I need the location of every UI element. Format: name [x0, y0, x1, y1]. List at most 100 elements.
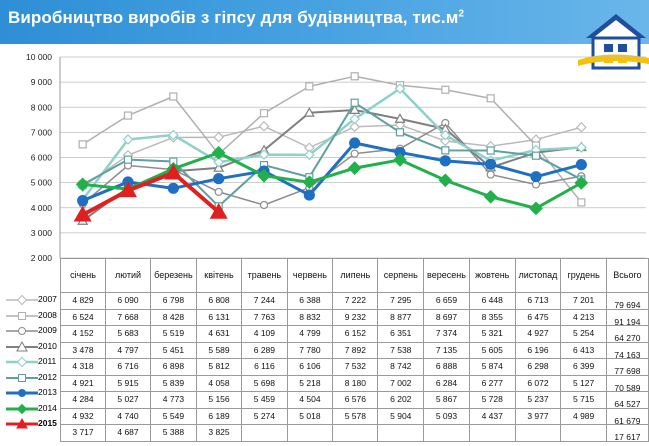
- table-cell: 5 451: [151, 342, 197, 359]
- table-cell: 5 218: [287, 375, 333, 392]
- legend-item: 2013: [0, 385, 60, 401]
- y-tick-label: 7 000: [31, 127, 53, 137]
- data-point: [577, 123, 586, 132]
- table-cell: 7 892: [333, 342, 378, 359]
- table-cell: 7 532: [333, 359, 378, 376]
- table-cell: 6 131: [196, 309, 241, 326]
- data-point: [531, 172, 541, 182]
- data-point: [261, 202, 268, 209]
- y-tick-label: 4 000: [31, 203, 53, 213]
- table-cell: 5 321: [469, 326, 515, 343]
- table-cell: 6 888: [424, 359, 470, 376]
- data-point: [215, 188, 222, 195]
- table-cell: 5 388: [151, 425, 197, 442]
- legend-item: 2010: [0, 339, 60, 355]
- table-cell: 6 072: [515, 375, 561, 392]
- legend-label: 2014: [38, 403, 57, 413]
- data-point: [575, 177, 587, 189]
- table-cell: [378, 425, 424, 442]
- table-cell: 7 201: [561, 293, 606, 310]
- y-tick-label: 8 000: [31, 102, 53, 112]
- data-point: [530, 202, 542, 214]
- table-cell: 9 232: [333, 309, 378, 326]
- data-point: [350, 138, 360, 148]
- data-point: [78, 196, 88, 206]
- table-cell: 5 589: [196, 342, 241, 359]
- table-cell: 8 428: [151, 309, 197, 326]
- table-cell: 5 578: [333, 408, 378, 425]
- table-cell: [287, 425, 333, 442]
- table-cell: 6 196: [515, 342, 561, 359]
- table-cell: 6 116: [242, 359, 288, 376]
- series-lines: [75, 73, 588, 224]
- legend-label: 2007: [38, 294, 57, 304]
- total-cell: 61 679: [606, 413, 648, 430]
- table-cell: [469, 425, 515, 442]
- table-cell: [333, 425, 378, 442]
- table-cell: [424, 425, 470, 442]
- table-cell: 4 504: [287, 392, 333, 409]
- table-cell: 3 977: [515, 408, 561, 425]
- category-label: травень: [242, 259, 288, 293]
- table-cell: 6 388: [287, 293, 333, 310]
- series-line: [83, 110, 582, 221]
- table-cell: 5 874: [469, 359, 515, 376]
- table-cell: 5 683: [106, 326, 151, 343]
- category-label: червень: [287, 259, 333, 293]
- category-label: липень: [333, 259, 378, 293]
- y-tick-label: 3 000: [31, 228, 53, 238]
- data-point: [77, 178, 89, 190]
- table-cell: 6 659: [424, 293, 470, 310]
- legend-item: 2007: [0, 292, 60, 308]
- data-point: [125, 156, 132, 163]
- data-point: [260, 122, 269, 131]
- table-cell: 3 825: [196, 425, 241, 442]
- total-cell: 64 270: [606, 331, 648, 348]
- data-point: [304, 190, 314, 200]
- data-point: [578, 199, 585, 206]
- series-2013: [78, 138, 587, 206]
- table-cell: 6 298: [515, 359, 561, 376]
- data-point: [261, 110, 268, 117]
- table-cell: 6 284: [424, 375, 470, 392]
- data-point: [442, 86, 449, 93]
- data-point: [349, 162, 361, 174]
- table-cell: 4 687: [106, 425, 151, 442]
- table-cell: 7 222: [333, 293, 378, 310]
- total-cell: 74 163: [606, 347, 648, 364]
- legend-label: 2011: [38, 356, 56, 366]
- table-cell: 7 244: [242, 293, 288, 310]
- table-cell: 4 109: [242, 326, 288, 343]
- table-cell: 5 715: [561, 392, 606, 409]
- table-cell: 8 355: [469, 309, 515, 326]
- table-cell: 7 295: [378, 293, 424, 310]
- legend-key: [4, 417, 40, 431]
- table-cell: 5 127: [561, 375, 606, 392]
- data-point: [487, 171, 494, 178]
- legend-label: 2009: [38, 325, 57, 335]
- data-point: [486, 159, 496, 169]
- table-cell: 5 728: [469, 392, 515, 409]
- data-point: [214, 133, 223, 142]
- table-cell: 4 773: [151, 392, 197, 409]
- total-cell: 91 194: [606, 314, 648, 331]
- table-cell: 4 740: [106, 408, 151, 425]
- data-point: [351, 150, 358, 157]
- table-cell: 5 549: [151, 408, 197, 425]
- table-cell: 6 576: [333, 392, 378, 409]
- table-cell: 6 399: [561, 359, 606, 376]
- legend-key: [4, 309, 40, 323]
- table-cell: 6 152: [333, 326, 378, 343]
- table-cell: 6 106: [287, 359, 333, 376]
- table-cell: 4 318: [61, 359, 106, 376]
- table-cell: 4 152: [61, 326, 106, 343]
- table-cell: 7 780: [287, 342, 333, 359]
- category-label: вересень: [424, 259, 470, 293]
- data-point: [440, 156, 450, 166]
